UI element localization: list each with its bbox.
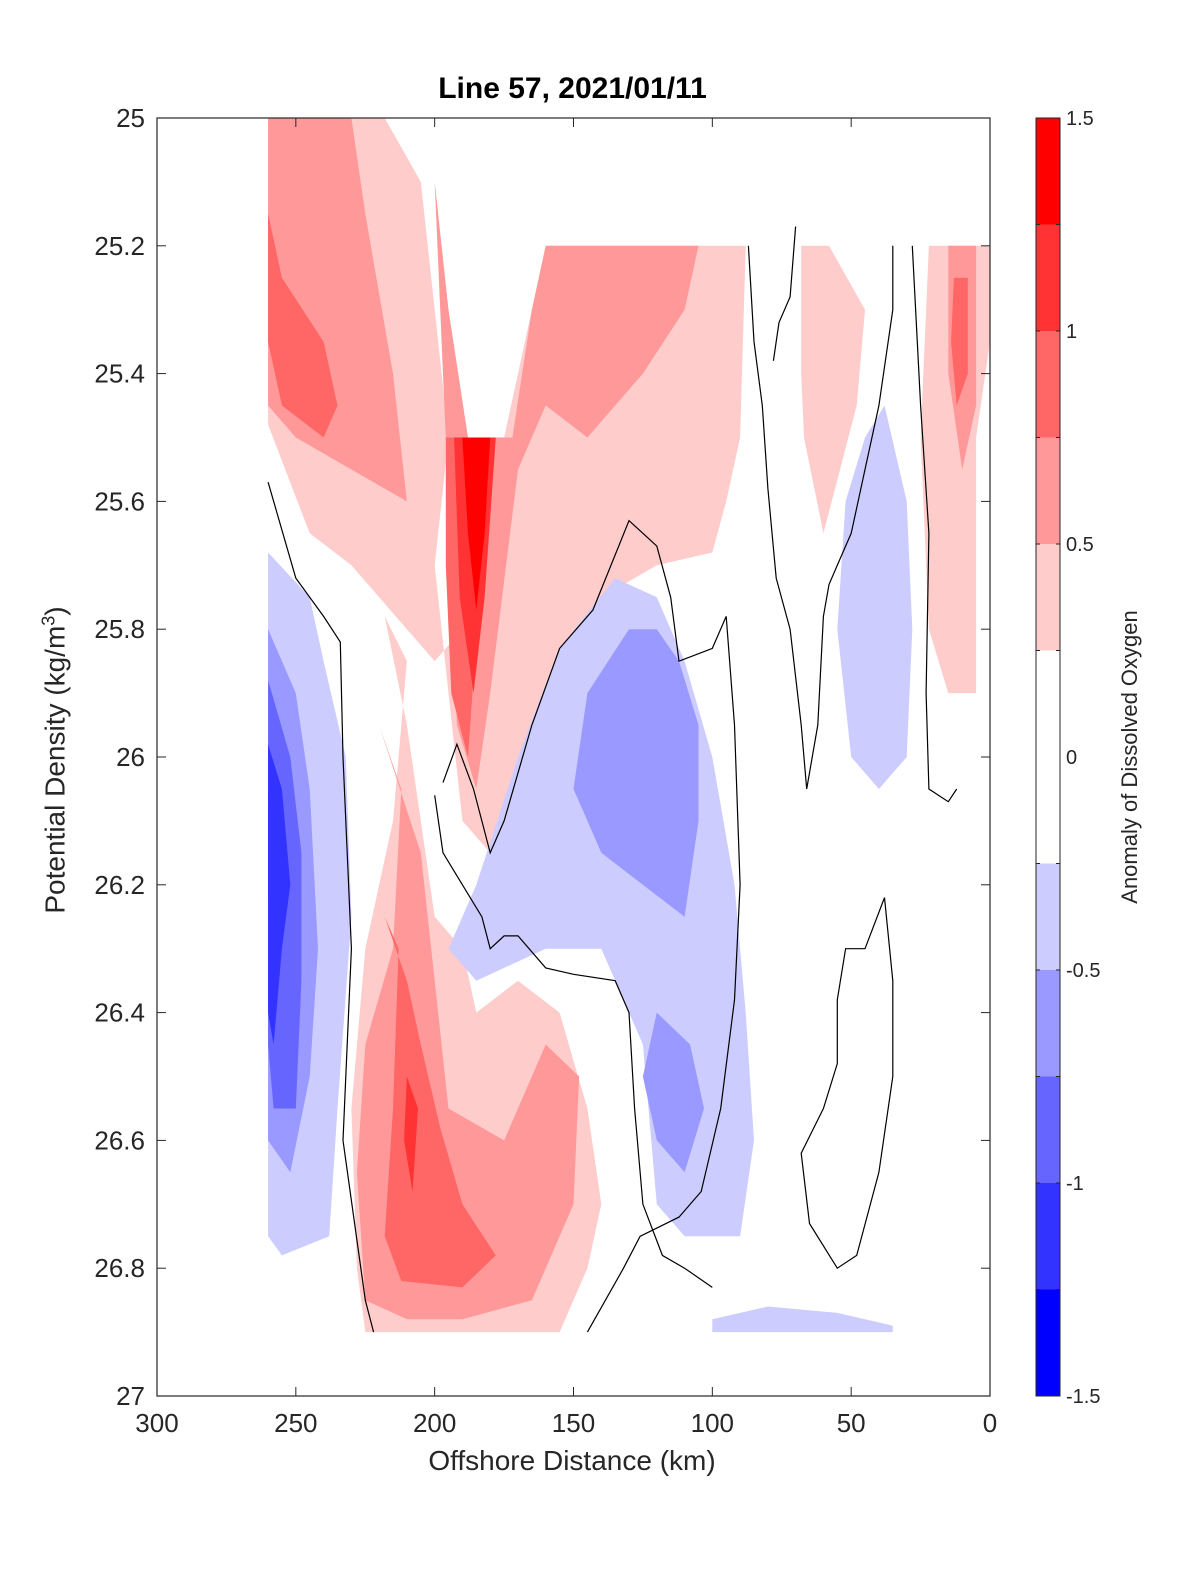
x-axis-label: Offshore Distance (km) (428, 1445, 716, 1476)
zero-contour-line-6 (772, 226, 797, 361)
zero-contour-line-5 (800, 897, 894, 1270)
x-tick-label: 100 (691, 1408, 734, 1438)
colorbar-segment-4 (1036, 863, 1060, 970)
colorbar-tick-label: -1 (1066, 1173, 1084, 1195)
colorbar: -1.5 -1 -0.5 0 0.5 1 1.5 (1035, 108, 1100, 1408)
colorbar-segment-10 (1036, 118, 1060, 225)
y-tick-label: 25.8 (94, 614, 145, 644)
colorbar-tick-label: 1.5 (1066, 108, 1094, 130)
y-tick-label: 26 (116, 742, 145, 772)
x-tick-label: 250 (274, 1408, 317, 1438)
contour-region-23 (268, 744, 291, 1045)
x-tick-label: 300 (135, 1408, 178, 1438)
colorbar-segment-1 (1036, 1183, 1060, 1290)
colorbar-segment-5 (1036, 650, 1060, 864)
contour-region-2 (801, 245, 865, 534)
x-tick-label: 0 (983, 1408, 997, 1438)
colorbar-tick-label: 0 (1066, 747, 1077, 769)
y-tick-label: 25.4 (94, 359, 145, 389)
zero-contour-line-0 (267, 482, 375, 1333)
zero-contour-lines (267, 226, 958, 1333)
contour-region-20 (573, 629, 699, 917)
colorbar-segment-2 (1036, 1076, 1060, 1183)
x-tick-label: 50 (837, 1408, 866, 1438)
contour-region-14 (462, 437, 491, 610)
contour-region-13 (404, 1076, 418, 1192)
colorbar-tick-label: -0.5 (1066, 960, 1100, 982)
contour-region-8 (268, 213, 338, 438)
chart-title: Line 57, 2021/01/11 (438, 72, 707, 105)
y-tick-label: 25 (116, 103, 145, 133)
colorbar-segment-9 (1036, 224, 1060, 331)
y-tick-label: 26.2 (94, 870, 145, 900)
colorbar-segment-6 (1036, 544, 1060, 651)
colorbar-segment-8 (1036, 331, 1060, 438)
x-tick-label: 150 (552, 1408, 595, 1438)
contour-region-9 (384, 916, 496, 1288)
y-tick-label: 25.2 (94, 231, 145, 261)
zero-contour-line-3 (747, 245, 894, 790)
zero-contour-line-4 (911, 245, 958, 803)
y-tick-label: 26.8 (94, 1253, 145, 1283)
contour-region-24 (268, 789, 280, 917)
y-tick-label: 25.6 (94, 486, 145, 516)
colorbar-segment-0 (1036, 1289, 1060, 1396)
colorbar-tick-label: 1 (1066, 321, 1077, 343)
contour-region-5 (434, 181, 699, 789)
colorbar-frame (1035, 117, 1061, 1397)
y-tick-label: 26.6 (94, 1125, 145, 1155)
colorbar-tick-label: 0.5 (1066, 534, 1094, 556)
x-tick-label: 200 (413, 1408, 456, 1438)
contour-region-17 (837, 405, 913, 789)
colorbar-segment-3 (1036, 970, 1060, 1077)
colorbar-tick-label: -1.5 (1066, 1386, 1100, 1408)
zero-contour-line-1 (442, 519, 741, 1333)
contour-region-21 (642, 1012, 704, 1173)
plot-axes: 300 250 200 150 100 50 0 25 25.2 25.4 25.6 25.8 26 26… (94, 103, 997, 1438)
filled-contours (157, 118, 990, 1396)
contour-region-18 (712, 1306, 893, 1333)
y-tick-label: 27 (116, 1381, 145, 1411)
zero-contour-line-2 (434, 795, 713, 1288)
contour-region-11 (951, 277, 968, 406)
colorbar-segment-7 (1036, 437, 1060, 544)
y-tick-label: 26.4 (94, 998, 145, 1028)
